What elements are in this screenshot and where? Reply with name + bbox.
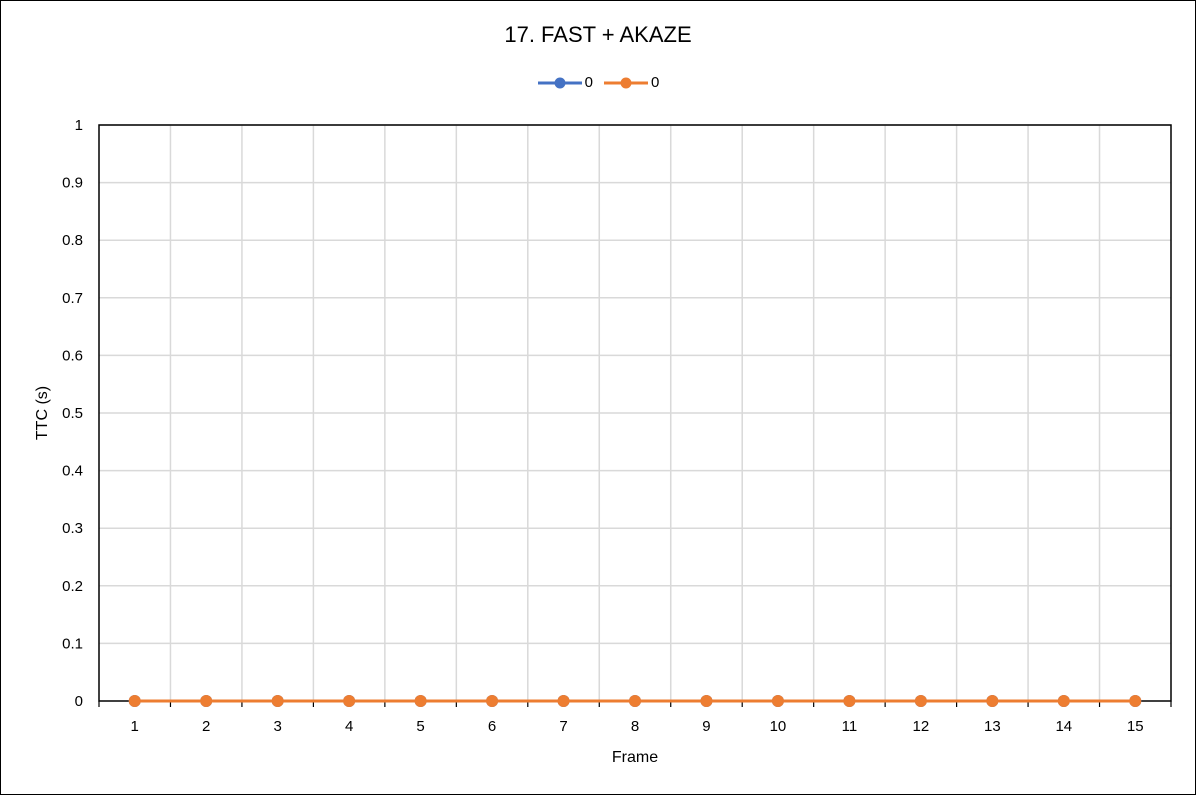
legend-item-series-1: 0 (537, 74, 593, 91)
y-tick-label: 1 (75, 117, 83, 134)
series-2-point (557, 695, 570, 707)
tick-labels: 00.10.20.30.40.50.60.70.80.911 2 3 4 5 6 7 8 9 10… (62, 117, 1143, 735)
series-2-point (414, 695, 427, 707)
series-2-point (700, 695, 713, 707)
y-tick-label: 0.3 (62, 520, 83, 537)
series-2-point (914, 695, 927, 707)
x-tick-label: 1 (131, 718, 139, 735)
y-axis-title: TTC (s) (34, 386, 51, 440)
y-tick-label: 0.5 (62, 405, 83, 422)
axes (98, 124, 1172, 707)
y-tick-label: 0.1 (62, 635, 83, 652)
x-tick-label: 15 (1127, 718, 1144, 735)
legend-marker-series-1 (554, 77, 566, 88)
x-tick-label: 8 (631, 718, 639, 735)
y-tick-label: 0.7 (62, 290, 83, 307)
y-tick-label: 0.4 (62, 463, 83, 480)
legend-marker-series-2 (620, 77, 632, 88)
legend-label-series-1: 0 (584, 74, 593, 91)
series-2-point (843, 695, 856, 707)
x-tick-label: 11 (842, 718, 858, 735)
y-tick-label: 0.2 (62, 578, 83, 595)
series-2-point (486, 695, 499, 707)
x-tick-label: 9 (702, 718, 710, 735)
x-tick-label: 13 (984, 718, 1001, 735)
x-tick-label: 2 (202, 718, 210, 735)
series-2-point (629, 695, 641, 707)
legend-swatch-series-2 (604, 77, 648, 88)
y-tick-label: 0.8 (62, 232, 83, 249)
y-tick-label: 0.9 (62, 175, 83, 192)
series-layer (128, 695, 1142, 707)
x-axis-title: Frame (612, 749, 658, 766)
y-tick-label: 0 (75, 693, 83, 710)
x-tick-label: 14 (1055, 718, 1072, 735)
legend-swatch-series-1 (537, 77, 582, 88)
x-tick-label: 3 (273, 718, 281, 735)
x-tick-label: 10 (770, 718, 787, 735)
series-2-point (343, 695, 356, 707)
series-2-point (986, 695, 999, 707)
series-2-point (271, 695, 284, 707)
series-2-point (200, 695, 213, 707)
gridlines (99, 124, 1171, 701)
x-tick-label: 5 (416, 718, 424, 735)
series-2-point (771, 695, 784, 707)
series-2-point (128, 695, 141, 707)
chart-title: 17. FAST + AKAZE (504, 22, 692, 47)
series-2-point (1129, 695, 1142, 707)
x-tick-label: 7 (559, 718, 567, 735)
legend-label-series-2: 0 (651, 74, 660, 91)
legend: 0 0 (0, 74, 1196, 91)
series-2-point (1057, 695, 1070, 707)
x-tick-label: 12 (913, 718, 930, 735)
legend-item-series-2: 0 (603, 74, 659, 91)
x-tick-label: 4 (345, 718, 353, 735)
x-tick-label: 6 (488, 718, 496, 735)
y-tick-label: 0.6 (62, 347, 83, 364)
